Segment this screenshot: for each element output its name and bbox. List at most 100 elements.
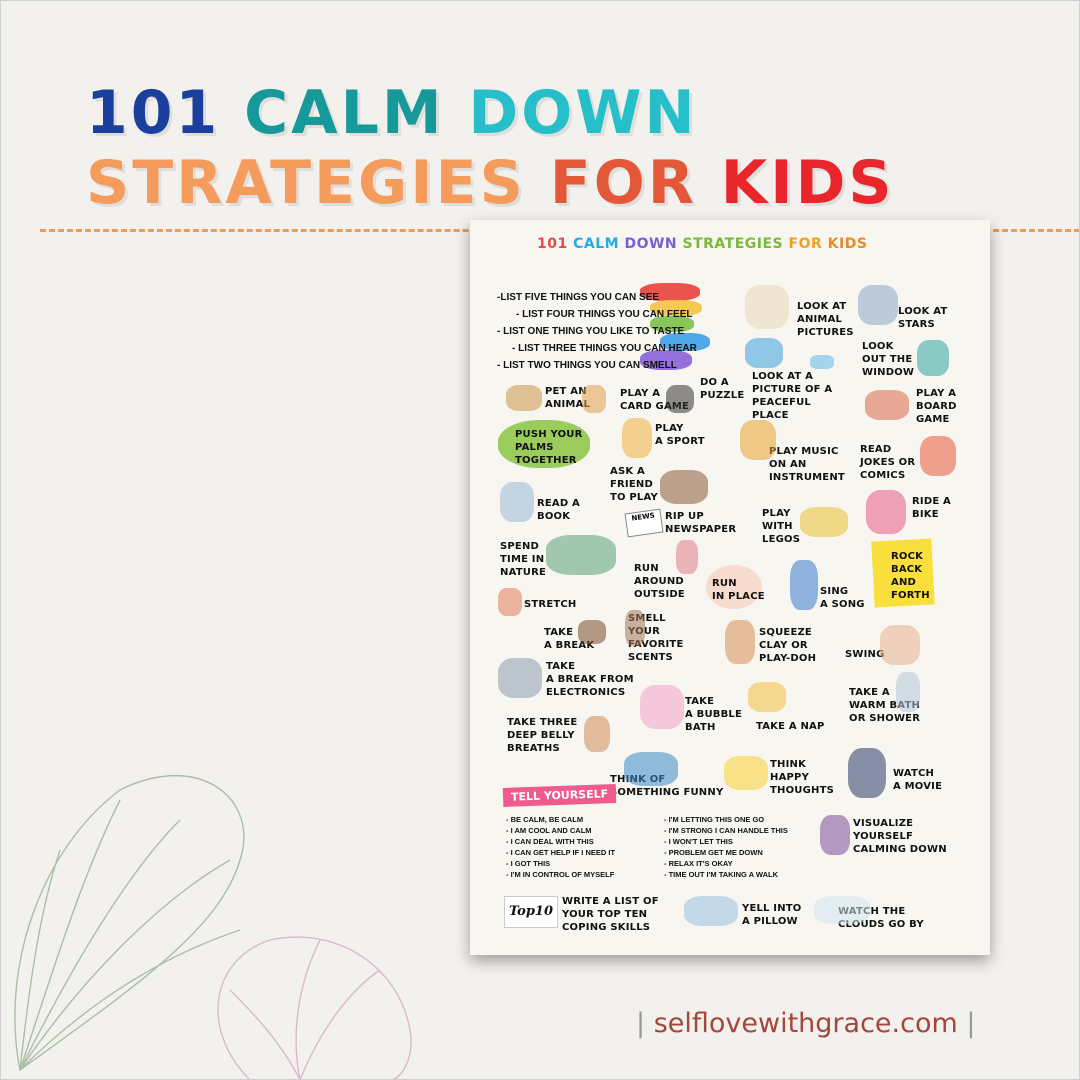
poster-title-word: FOR <box>788 236 828 252</box>
strategy-label: RIP UP NEWSPAPER <box>665 511 737 535</box>
strategy-label: SQUEEZE CLAY OR PLAY-DOH <box>759 627 817 664</box>
footer-bar-right: | <box>966 1008 976 1039</box>
red-paint-splash <box>640 283 700 301</box>
strategy-label: THINK HAPPY THOUGHTS <box>770 759 835 796</box>
bike-icon <box>866 490 906 534</box>
strategy-label: RUN AROUND OUTSIDE <box>634 563 685 600</box>
strategy-label: PET AN ANIMAL <box>545 386 591 410</box>
stretch-icon <box>498 588 522 616</box>
happy-cloud-icon <box>724 756 768 790</box>
poster-title-word: 101 <box>537 236 574 252</box>
runner-icon <box>676 540 698 574</box>
strategy-label: ASK A FRIEND TO PLAY <box>610 466 658 503</box>
website-link[interactable]: selflovewithgrace.com <box>653 1008 958 1039</box>
poster-title-word: CALM <box>573 236 625 252</box>
nap-kid-icon <box>748 682 786 712</box>
grounding-list-item: - LIST ONE THING YOU LIKE TO TASTE <box>497 326 685 337</box>
strategy-label: TAKE A BUBBLE BATH <box>685 696 743 733</box>
grounding-list-item: - LIST THREE THINGS YOU CAN HEAR <box>512 343 697 354</box>
run-in-place-blob <box>706 565 762 609</box>
title-word: FOR <box>525 148 697 218</box>
friends-play-icon <box>660 470 708 504</box>
poster-title: 101 CALM DOWN STRATEGIES FOR KIDS <box>537 236 867 252</box>
strategy-label: PLAY WITH LEGOS <box>762 508 801 545</box>
computer-icon <box>498 658 542 698</box>
window-icon <box>917 340 949 376</box>
coffee-icon <box>578 620 606 644</box>
visualize-man-icon <box>820 815 850 855</box>
blue-paint-splash <box>660 333 710 351</box>
clay-kid-icon <box>725 620 755 664</box>
peaceful-place-icon <box>810 355 834 369</box>
main-title-line-1: 101 CALM DOWN <box>86 78 698 148</box>
strategy-label: TAKE A BREAK FROM ELECTRONICS <box>546 661 634 698</box>
yellow-paint-splash <box>650 300 702 316</box>
reading-girl-icon <box>500 482 534 522</box>
dog-icon <box>506 385 542 411</box>
strategy-label: SPEND TIME IN NATURE <box>500 541 547 578</box>
lego-icon <box>800 507 848 537</box>
strategy-label: READ JOKES OR COMICS <box>860 444 916 481</box>
green-paint-splash <box>650 316 694 332</box>
strategy-label: LOOK AT STARS <box>898 306 948 330</box>
shark-icon <box>624 752 678 786</box>
footer-bar-left: | <box>636 1008 646 1039</box>
strategy-label: TAKE THREE DEEP BELLY BREATHS <box>507 717 578 754</box>
singer-icon <box>790 560 818 610</box>
strategy-label: VISUALIZE YOURSELF CALMING DOWN <box>853 818 947 855</box>
newspaper-icon: NEWS <box>624 508 664 538</box>
title-word: CALM <box>220 78 445 148</box>
poster-title-word: STRATEGIES <box>682 236 789 252</box>
poster-title-word: KIDS <box>827 236 868 252</box>
strategy-label: RIDE A BIKE <box>912 496 951 520</box>
strategy-label: DO A PUZZLE <box>700 377 745 401</box>
nature-icon <box>546 535 616 575</box>
tell-yourself-badge: TELL YOURSELF <box>502 784 617 807</box>
pillow-icon <box>684 896 738 926</box>
strategy-label: ROCK BACK AND FORTH <box>891 551 930 601</box>
shower-icon <box>896 672 920 712</box>
cat-icon <box>582 385 606 413</box>
purple-paint-splash <box>640 350 692 370</box>
movie-icon <box>848 748 886 798</box>
affirmations-left: - BE CALM, BE CALM - I AM COOL AND CALM … <box>506 815 616 879</box>
strategy-label: SING A SONG <box>820 586 865 610</box>
grounding-list-item: -LIST FIVE THINGS YOU CAN SEE <box>497 292 660 303</box>
top-ten-icon: Top10 <box>504 896 558 928</box>
music-kids-icon <box>740 420 776 460</box>
strategy-label: PLAY A BOARD GAME <box>916 388 957 425</box>
animal-pictures-icon <box>745 285 789 329</box>
puzzle-icon <box>745 338 783 368</box>
poster-title-word: DOWN <box>624 236 683 252</box>
strategy-label: WATCH A MOVIE <box>893 768 943 792</box>
strategy-label: RUN IN PLACE <box>712 578 765 602</box>
title-word: 101 <box>86 78 221 148</box>
soccer-kid-icon <box>622 418 652 458</box>
green-brush-stroke <box>498 420 590 468</box>
swing-icon <box>880 625 920 665</box>
title-word: KIDS <box>696 148 895 218</box>
strategy-label: TAKE A NAP <box>756 721 825 732</box>
strategy-label: SWING <box>845 649 885 660</box>
stars-telescope-icon <box>858 285 898 325</box>
board-game-icon <box>865 390 909 420</box>
strategy-label: PLAY MUSIC ON AN INSTRUMENT <box>769 446 845 483</box>
title-word: DOWN <box>444 78 698 148</box>
strategy-label: WRITE A LIST OF YOUR TOP TEN COPING SKIL… <box>562 896 659 933</box>
strategy-label: TAKE A BREAK <box>544 627 595 651</box>
comics-kid-icon <box>920 436 956 476</box>
grounding-list-item: - LIST TWO THINGS YOU CAN SMELL <box>497 360 677 371</box>
affirmations-right: - I'M LETTING THIS ONE GO - I'M STRONG I… <box>664 815 788 879</box>
bubble-bath-icon <box>640 685 684 729</box>
strategy-label: STRETCH <box>524 599 577 610</box>
playing-cards-icon <box>666 385 694 413</box>
smell-girl-icon <box>625 610 645 646</box>
strategy-label: PUSH YOUR PALMS TOGETHER <box>515 429 583 466</box>
ginkgo-leaves-decoration <box>14 774 412 1080</box>
grounding-list-item: - LIST FOUR THINGS YOU CAN FEEL <box>516 309 693 320</box>
strategy-label: LOOK AT ANIMAL PICTURES <box>797 301 854 338</box>
strategy-label: YELL INTO A PILLOW <box>742 903 802 927</box>
title-word: STRATEGIES <box>86 148 526 218</box>
strategy-label: LOOK AT A PICTURE OF A PEACEFUL PLACE <box>752 371 833 421</box>
footer-website: | selflovewithgrace.com | <box>636 1008 975 1039</box>
